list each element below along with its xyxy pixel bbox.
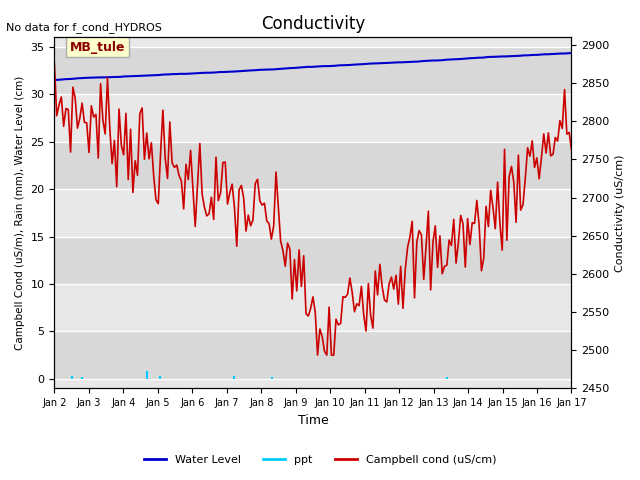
- X-axis label: Time: Time: [298, 414, 328, 427]
- Legend: Water Level, ppt, Campbell cond (uS/cm): Water Level, ppt, Campbell cond (uS/cm): [140, 451, 500, 469]
- Text: No data for f_cond_HYDROS: No data for f_cond_HYDROS: [6, 22, 163, 33]
- Bar: [54, 142, 572, 189]
- Text: MB_tule: MB_tule: [70, 41, 125, 54]
- Title: Conductivity: Conductivity: [261, 15, 365, 33]
- Bar: [54, 237, 572, 284]
- Bar: [54, 47, 572, 94]
- Bar: [54, 331, 572, 379]
- Y-axis label: Conductivity (uS/cm): Conductivity (uS/cm): [615, 154, 625, 272]
- Y-axis label: Campbell Cond (uS/m), Rain (mm), Water Level (cm): Campbell Cond (uS/m), Rain (mm), Water L…: [15, 76, 25, 350]
